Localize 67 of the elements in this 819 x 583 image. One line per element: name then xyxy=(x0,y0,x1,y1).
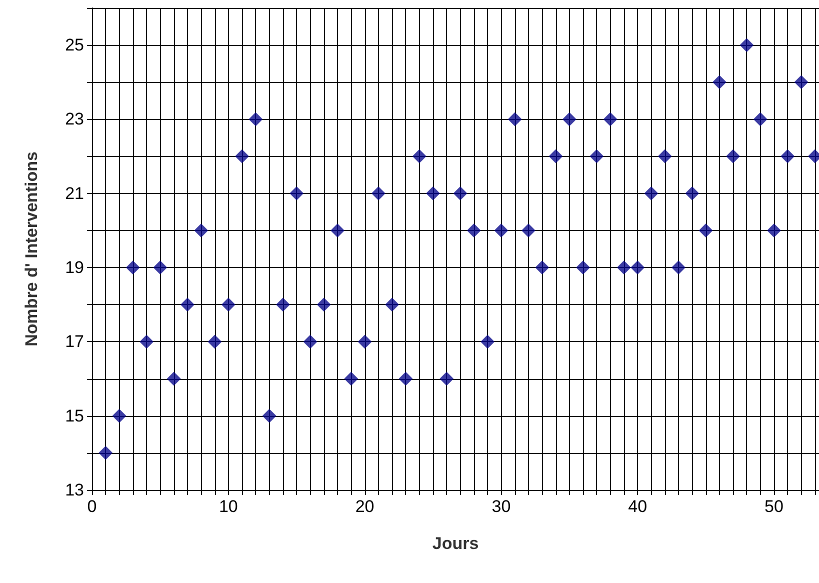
x-tick-label: 50 xyxy=(764,497,784,516)
point xyxy=(98,446,113,460)
point xyxy=(603,112,618,126)
point xyxy=(672,260,686,275)
point xyxy=(248,112,263,126)
point xyxy=(685,186,700,200)
point xyxy=(371,186,386,200)
y-tick-label: 17 xyxy=(65,332,84,352)
point xyxy=(740,38,754,52)
point xyxy=(508,112,522,126)
point xyxy=(426,186,440,200)
point xyxy=(453,186,468,200)
point xyxy=(126,260,140,275)
y-tick-label: 23 xyxy=(65,110,84,129)
y-tick-label: 15 xyxy=(65,406,84,426)
point xyxy=(644,186,658,200)
point xyxy=(494,223,508,238)
y-tick-label: 13 xyxy=(65,480,84,500)
point xyxy=(576,260,590,275)
point xyxy=(358,334,372,349)
y-tick-label: 19 xyxy=(65,258,84,278)
point xyxy=(590,149,604,164)
point xyxy=(208,334,222,349)
point xyxy=(440,372,454,386)
point xyxy=(616,260,631,275)
point xyxy=(535,260,550,275)
point xyxy=(766,223,781,238)
point xyxy=(276,298,290,312)
point xyxy=(290,186,304,200)
x-tick-label: 40 xyxy=(628,497,648,516)
point xyxy=(466,223,481,238)
point xyxy=(112,408,126,423)
x-tick-label: 20 xyxy=(355,497,374,516)
point xyxy=(385,298,400,312)
point xyxy=(521,223,536,238)
point xyxy=(630,260,645,275)
point xyxy=(480,334,495,349)
point xyxy=(330,223,345,238)
point xyxy=(794,75,808,90)
point xyxy=(562,112,576,126)
x-tick-label: 30 xyxy=(492,497,511,516)
point xyxy=(235,149,250,164)
point xyxy=(712,75,726,90)
point xyxy=(412,149,426,164)
point xyxy=(180,298,194,312)
point xyxy=(344,372,358,386)
point xyxy=(153,260,168,275)
point xyxy=(221,298,236,312)
point xyxy=(140,334,154,349)
point xyxy=(166,372,181,386)
point xyxy=(194,223,208,238)
point xyxy=(658,149,672,164)
point xyxy=(698,223,713,238)
point xyxy=(548,149,563,164)
x-axis-title: Jours xyxy=(432,534,479,553)
point xyxy=(262,408,276,423)
y-axis-title: Nombre d' Interventions xyxy=(22,152,41,346)
y-tick-label: 25 xyxy=(65,36,84,55)
point xyxy=(753,112,768,126)
x-tick-label: 0 xyxy=(87,497,97,516)
point xyxy=(398,372,413,386)
point xyxy=(303,334,318,349)
point xyxy=(780,149,795,164)
point xyxy=(726,149,740,164)
point xyxy=(316,298,331,312)
y-tick-label: 21 xyxy=(65,184,84,203)
x-tick-label: 10 xyxy=(218,497,238,516)
